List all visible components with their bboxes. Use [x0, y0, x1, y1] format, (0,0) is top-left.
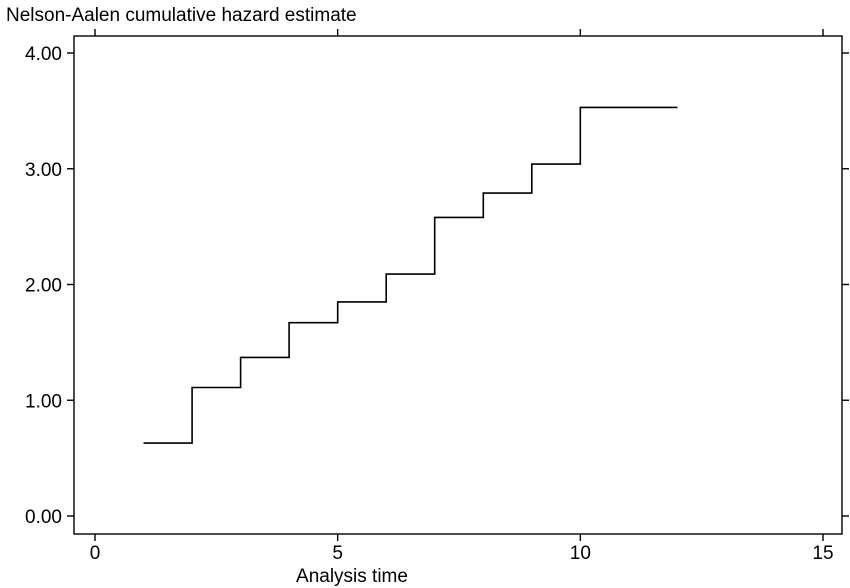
x-tick-label: 0: [90, 543, 101, 564]
y-tick-label: 4.00: [25, 44, 62, 65]
y-tick-label: 2.00: [25, 276, 62, 297]
x-tick-label: 10: [570, 543, 591, 564]
y-tick-label: 3.00: [25, 160, 62, 181]
x-axis-label: Analysis time: [296, 566, 408, 587]
hazard-step-line: [143, 106, 678, 444]
chart-title: Nelson-Aalen cumulative hazard estimate: [6, 5, 357, 26]
plot-frame: [73, 35, 843, 535]
y-tick-label: 0.00: [25, 507, 62, 528]
x-tick-label: 15: [812, 543, 833, 564]
tick-labels: 0 5 10 15 0.00 1.00 2.00 3.00 4.00: [25, 44, 834, 564]
y-tick-label: 1.00: [25, 391, 62, 412]
axis-ticks: [67, 29, 849, 541]
x-tick-label: 5: [332, 543, 343, 564]
